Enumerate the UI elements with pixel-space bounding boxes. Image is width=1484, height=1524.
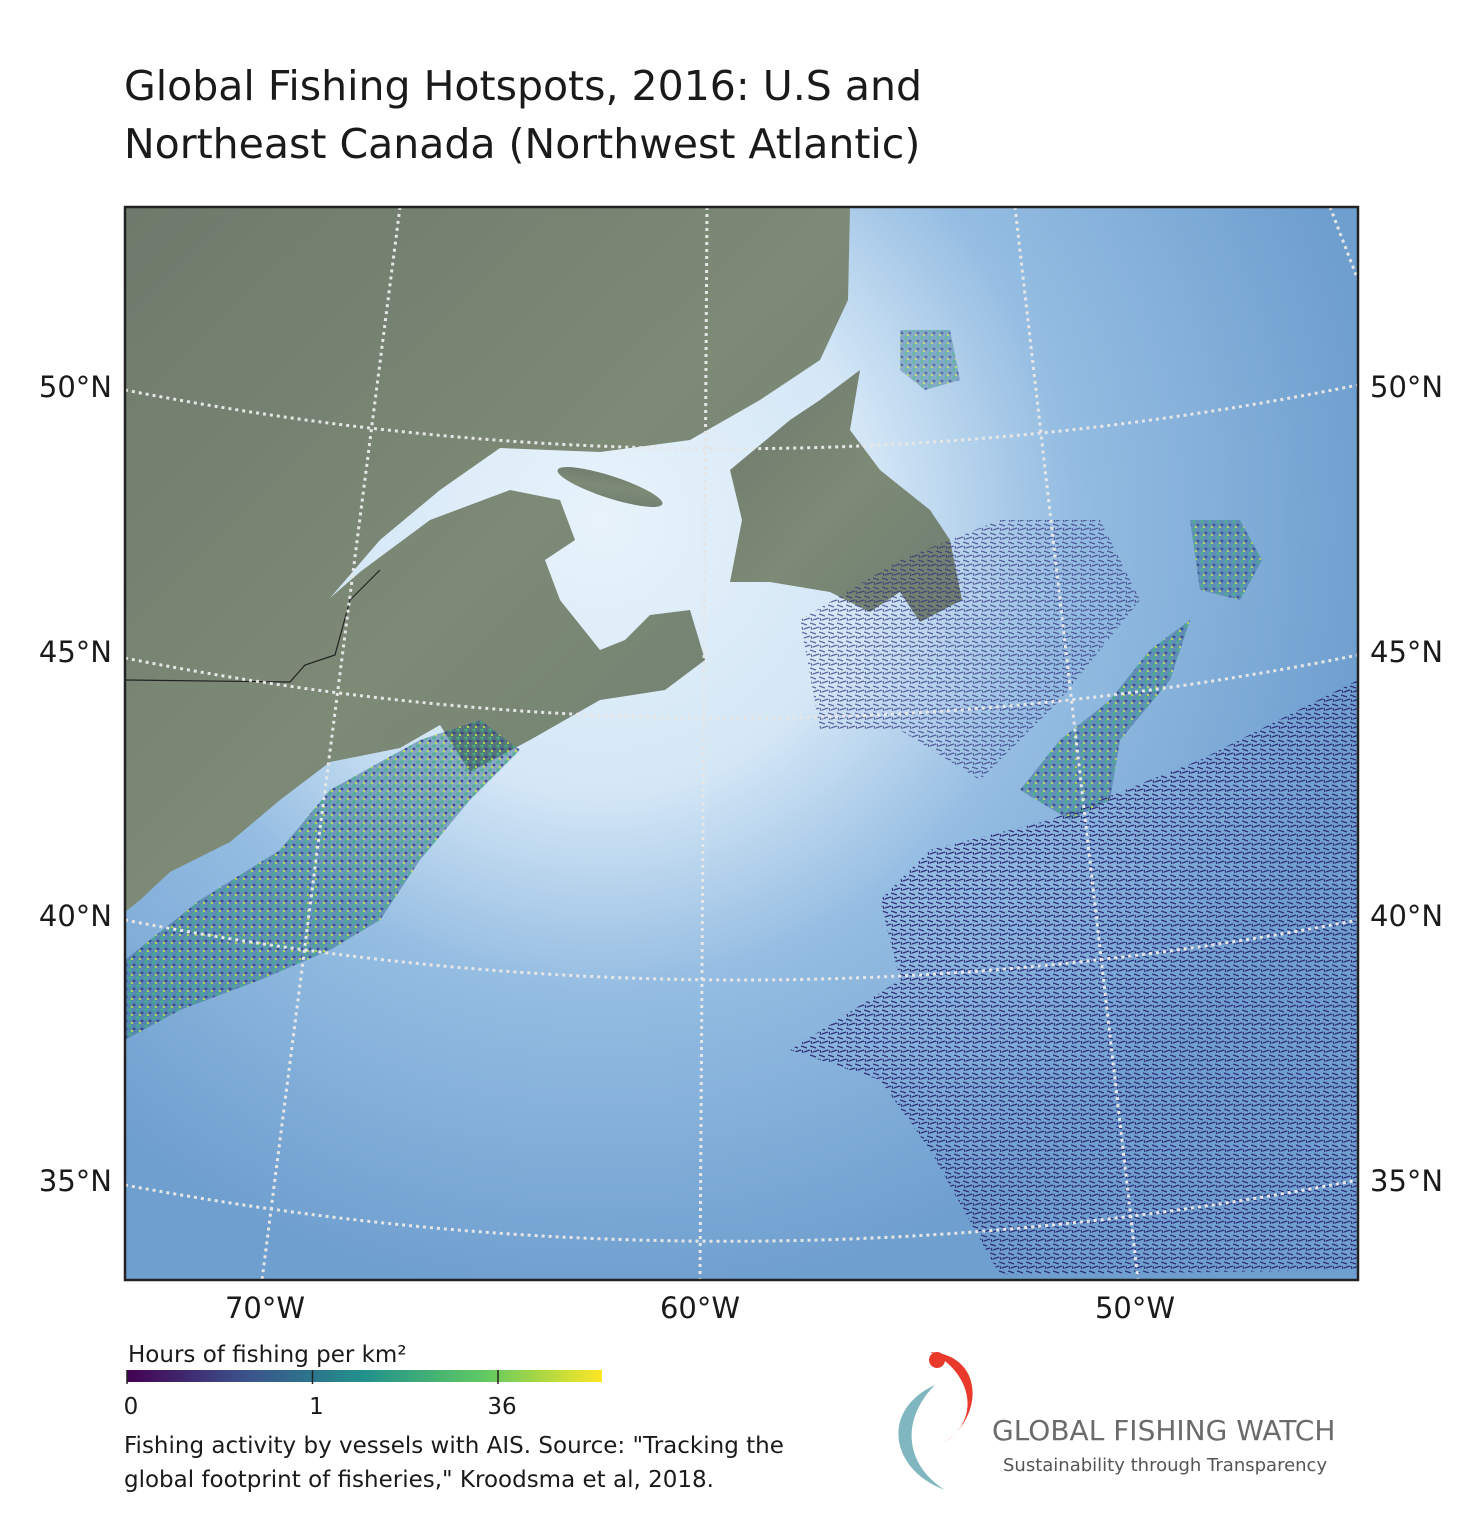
legend-title: Hours of fishing per km²: [128, 1342, 407, 1368]
fishing-activity: [1190, 520, 1262, 600]
lon-label: 50°W: [1095, 1291, 1175, 1325]
lat-label: 35°N: [1370, 1164, 1443, 1198]
legend-tick-label: 0: [124, 1394, 139, 1420]
map: [125, 207, 1358, 1280]
graticule: [125, 207, 1358, 1280]
lat-label: 45°N: [39, 635, 112, 669]
lat-label: 50°N: [39, 370, 112, 404]
lon-label: 70°W: [225, 1291, 305, 1325]
lat-label: 40°N: [1370, 899, 1443, 933]
legend-tick-label: 36: [487, 1394, 516, 1420]
land: [125, 207, 850, 912]
legend-ticks: 0 1 36: [124, 1370, 517, 1420]
title: Global Fishing Hotspots, 2016: U.S and: [124, 62, 922, 110]
island: [557, 467, 663, 507]
map-frame: [123, 205, 1360, 1282]
logo-mark: [898, 1352, 973, 1490]
source-note: global footprint of fisheries," Kroodsma…: [124, 1467, 714, 1493]
lat-label: 45°N: [1370, 635, 1443, 669]
lon-label: 60°W: [660, 1291, 740, 1325]
lat-label: 50°N: [1370, 370, 1443, 404]
fishing-activity: [790, 680, 1358, 1275]
logo-tagline: Sustainability through Transparency: [1003, 1455, 1327, 1476]
fishing-activity: [1020, 620, 1190, 820]
logo-name: GLOBAL FISHING WATCH: [992, 1414, 1335, 1447]
colorbar: [127, 1370, 602, 1382]
fishing-activity: [125, 720, 520, 1040]
lat-label: 40°N: [39, 899, 112, 933]
legend-tick-label: 1: [309, 1394, 324, 1420]
title: Northeast Canada (Northwest Atlantic): [124, 120, 920, 168]
lat-label: 35°N: [39, 1164, 112, 1198]
source-note: Fishing activity by vessels with AIS. So…: [124, 1433, 784, 1459]
border: [125, 569, 381, 683]
fishing-activity: [900, 330, 960, 390]
